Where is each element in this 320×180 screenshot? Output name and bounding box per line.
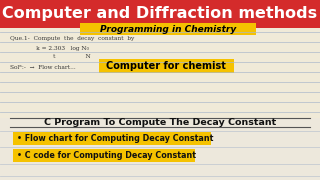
FancyBboxPatch shape xyxy=(80,23,256,35)
Text: k = 2.303   log N₀: k = 2.303 log N₀ xyxy=(10,46,88,51)
Text: C Program To Compute The Decay Constant: C Program To Compute The Decay Constant xyxy=(44,118,276,127)
FancyBboxPatch shape xyxy=(0,0,320,28)
FancyBboxPatch shape xyxy=(0,118,320,180)
Text: Solⁿ:-  →  Flow chart...: Solⁿ:- → Flow chart... xyxy=(10,65,75,70)
Text: Computer for chemist: Computer for chemist xyxy=(107,61,226,71)
FancyBboxPatch shape xyxy=(13,132,211,145)
FancyBboxPatch shape xyxy=(0,28,320,118)
Text: t                N: t N xyxy=(10,54,90,59)
Text: • C code for Computing Decay Constant: • C code for Computing Decay Constant xyxy=(17,151,196,160)
Text: Programming in Chemistry: Programming in Chemistry xyxy=(100,25,236,34)
FancyBboxPatch shape xyxy=(13,149,195,162)
Text: • Flow chart for Computing Decay Constant: • Flow chart for Computing Decay Constan… xyxy=(17,134,213,143)
FancyBboxPatch shape xyxy=(99,59,234,73)
Text: Que.1-  Compute  the  decay  constant  by: Que.1- Compute the decay constant by xyxy=(10,36,134,41)
Text: Computer and Diffraction methods: Computer and Diffraction methods xyxy=(3,6,317,21)
